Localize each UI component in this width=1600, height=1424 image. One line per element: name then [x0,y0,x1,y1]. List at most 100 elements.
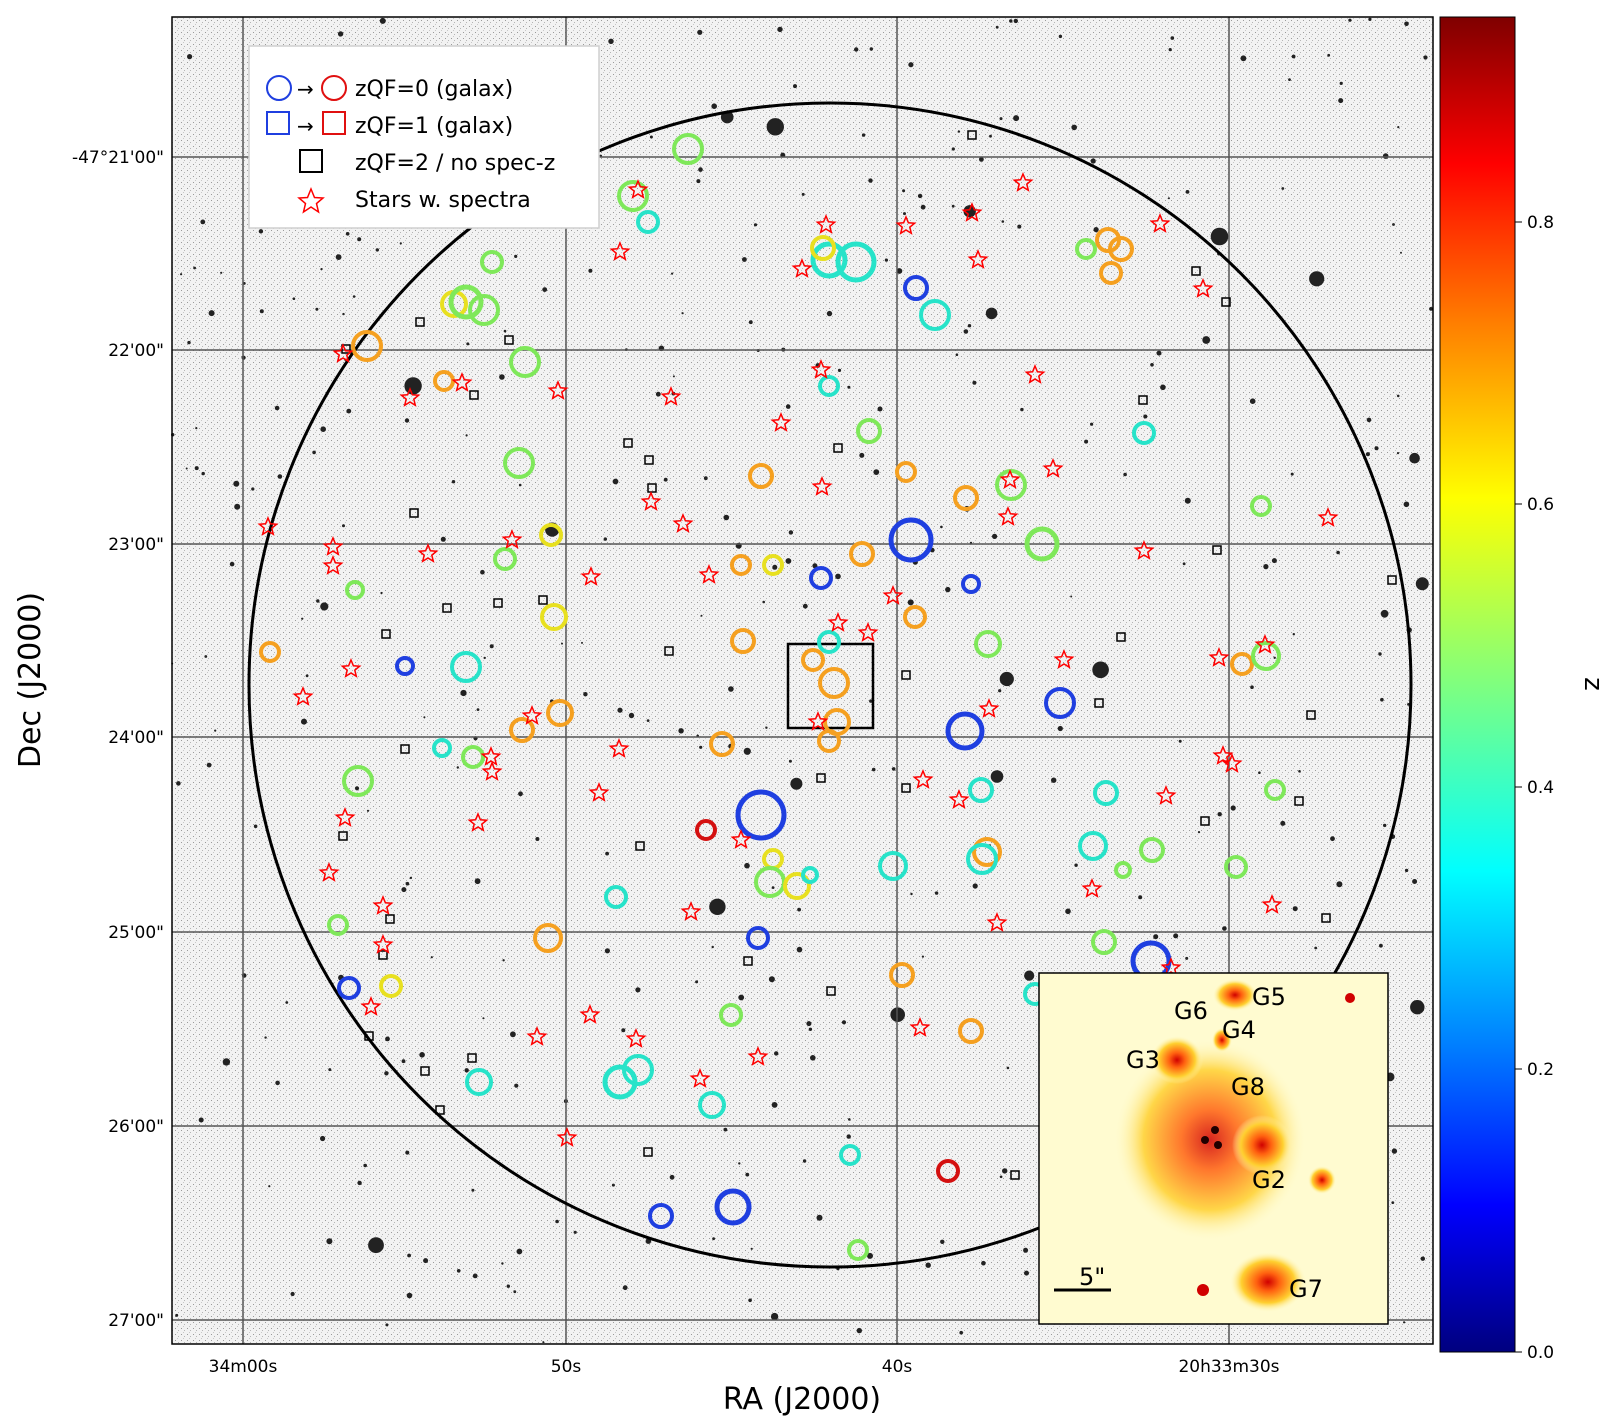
sky-source [681,312,684,315]
sky-source [1374,446,1379,451]
y-tick-label: 23'00" [108,535,164,555]
sky-source [326,1238,333,1245]
galaxy-redshift-marker [672,133,704,165]
star-spectrum-marker [997,506,1019,526]
sky-source [873,469,880,475]
galaxy-redshift-marker [1075,238,1097,260]
sky-source [1202,336,1211,344]
no-spec-z-marker [647,483,657,493]
galaxy-redshift-marker [622,1054,654,1086]
legend-label-zqf2: zQF=2 / no spec-z [355,151,555,176]
sky-source [908,62,914,68]
sky-source [320,602,329,611]
sky-source [743,747,751,755]
no-spec-z-marker [1321,913,1331,923]
sky-source [1184,497,1191,504]
inset-label-g3: G3 [1126,1046,1160,1074]
sky-source [611,1183,615,1187]
sky-source [187,340,191,345]
sky-source [1185,956,1189,960]
source-markers [257,130,1397,1261]
galaxy-redshift-marker [1230,652,1254,676]
sky-source [320,1135,326,1142]
sky-source [955,353,959,357]
sky-source [1368,17,1372,21]
sky-source [1378,652,1382,656]
no-spec-z-marker [1010,1170,1020,1180]
star-spectrum-marker [547,380,569,400]
galaxy-redshift-marker [327,914,349,936]
sky-source [1338,98,1344,104]
sky-source [1309,271,1325,287]
sky-source [748,320,753,325]
sky-source [384,1071,389,1076]
sky-source [1017,224,1022,229]
inset-label-g6: G6 [1174,997,1208,1025]
sky-source [1415,577,1429,591]
star-spectrum-marker [791,258,813,278]
star-spectrum-marker [526,1026,548,1046]
galaxy-redshift-marker [480,250,504,274]
star-spectrum-marker [399,387,421,407]
sky-source [896,268,903,274]
colorbar: 0.0 0.2 0.4 0.6 0.8 z [1439,16,1600,1363]
sky-source [588,268,593,273]
sky-source [1336,550,1340,555]
sky-source [785,404,791,409]
sky-source [1330,836,1335,842]
star-spectrum-marker [480,746,502,766]
galaxy-redshift-marker [1024,526,1060,562]
sky-source [301,617,304,620]
sky-source [762,600,765,604]
sky-source [672,375,675,378]
no-spec-z-marker [381,629,391,639]
sky-source [723,1127,728,1132]
galaxy-redshift-marker [1099,261,1123,285]
sky-source [366,809,370,812]
sky-source [957,130,961,133]
no-spec-z-marker [635,841,645,851]
sky-source [561,642,563,645]
legend-entry-zqf2: zQF=2 / no spec-z [299,149,555,176]
star-spectrum-marker [961,202,983,222]
sky-source [404,377,422,395]
sky-source [1396,452,1400,455]
no-spec-z-marker [420,1066,430,1076]
sky-source [465,434,468,437]
inset-label-g5: G5 [1252,983,1286,1011]
no-spec-z-marker [442,603,452,613]
galaxy-redshift-marker [540,603,568,631]
y-tick-label: 25'00" [108,923,164,943]
sky-source [337,31,344,37]
sky-source [826,310,833,317]
sky-source [816,1214,823,1221]
sky-source [772,564,778,570]
sky-source [208,310,215,317]
galaxy-redshift-marker [714,1188,752,1226]
sky-source [1392,223,1395,226]
sky-source [847,385,851,389]
sky-source [635,987,641,993]
blue-circle-icon [266,75,292,101]
sky-source [1298,770,1301,773]
sky-source [1314,946,1318,950]
galaxy-redshift-marker [958,1018,984,1044]
sky-source [1138,895,1143,900]
y-tick-label: 26'00" [108,1117,164,1137]
star-spectrum-marker [372,934,394,954]
sky-source [753,223,758,227]
sky-source [581,641,583,644]
sky-source [1404,21,1409,27]
inset-label-g7: G7 [1289,1275,1323,1303]
sky-source [1222,926,1227,931]
sky-source [518,483,522,487]
red-circle-icon [321,75,347,101]
galaxy-redshift-marker [1114,861,1132,879]
sky-source [605,851,609,856]
no-spec-z-marker [364,1031,374,1041]
galaxy-redshift-marker [966,843,998,875]
galaxy-redshift-marker [903,605,927,629]
arrow-icon: → [297,77,314,101]
sky-source [841,1020,847,1025]
galaxy-redshift-marker [953,485,979,511]
